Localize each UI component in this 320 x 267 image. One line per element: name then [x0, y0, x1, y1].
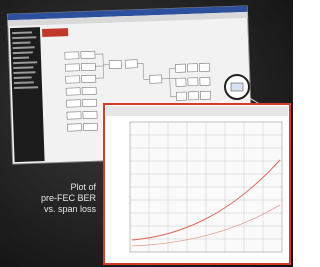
- plot-inset: [104, 104, 290, 264]
- logo: [42, 28, 68, 37]
- caption-line: pre-FEC BER: [41, 193, 97, 203]
- caption-line: vs. span loss: [44, 204, 97, 214]
- page: {"caption": {"lines": ["Plot of", "pre-F…: [0, 0, 293, 267]
- scene: Plot of pre-FEC BER vs. span loss: [0, 0, 293, 267]
- caption-line: Plot of: [70, 182, 96, 192]
